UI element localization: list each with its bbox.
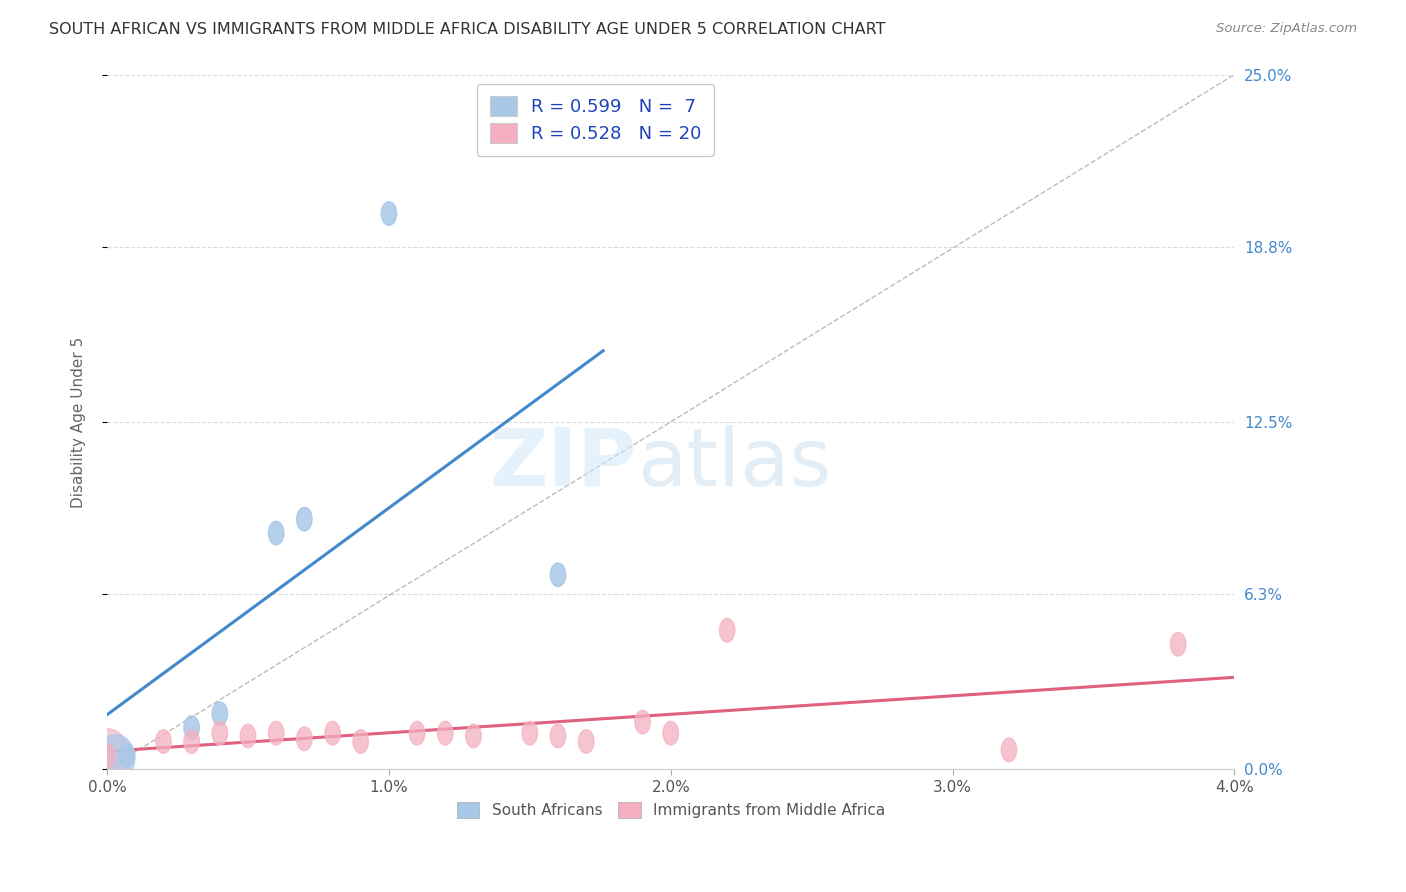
Ellipse shape <box>1170 632 1185 656</box>
Y-axis label: Disability Age Under 5: Disability Age Under 5 <box>72 336 86 508</box>
Ellipse shape <box>522 722 537 745</box>
Ellipse shape <box>550 724 565 747</box>
Text: atlas: atlas <box>637 425 831 502</box>
Text: Source: ZipAtlas.com: Source: ZipAtlas.com <box>1216 22 1357 36</box>
Ellipse shape <box>325 722 340 745</box>
Ellipse shape <box>636 710 651 734</box>
Ellipse shape <box>156 730 172 754</box>
Ellipse shape <box>269 521 284 545</box>
Ellipse shape <box>96 735 135 781</box>
Ellipse shape <box>1001 738 1017 762</box>
Ellipse shape <box>184 715 200 739</box>
Ellipse shape <box>269 722 284 745</box>
Ellipse shape <box>297 727 312 750</box>
Ellipse shape <box>84 729 131 788</box>
Ellipse shape <box>578 730 593 754</box>
Ellipse shape <box>664 722 679 745</box>
Text: ZIP: ZIP <box>489 425 637 502</box>
Ellipse shape <box>297 508 312 531</box>
Ellipse shape <box>184 730 200 754</box>
Ellipse shape <box>100 744 115 767</box>
Ellipse shape <box>353 730 368 754</box>
Ellipse shape <box>437 722 453 745</box>
Ellipse shape <box>409 722 425 745</box>
Ellipse shape <box>720 618 735 642</box>
Ellipse shape <box>381 202 396 226</box>
Ellipse shape <box>212 722 228 745</box>
Ellipse shape <box>120 744 135 767</box>
Legend: South Africans, Immigrants from Middle Africa: South Africans, Immigrants from Middle A… <box>450 796 891 824</box>
Ellipse shape <box>465 724 481 747</box>
Ellipse shape <box>550 563 565 587</box>
Ellipse shape <box>212 702 228 725</box>
Ellipse shape <box>240 724 256 747</box>
Text: SOUTH AFRICAN VS IMMIGRANTS FROM MIDDLE AFRICA DISABILITY AGE UNDER 5 CORRELATIO: SOUTH AFRICAN VS IMMIGRANTS FROM MIDDLE … <box>49 22 886 37</box>
